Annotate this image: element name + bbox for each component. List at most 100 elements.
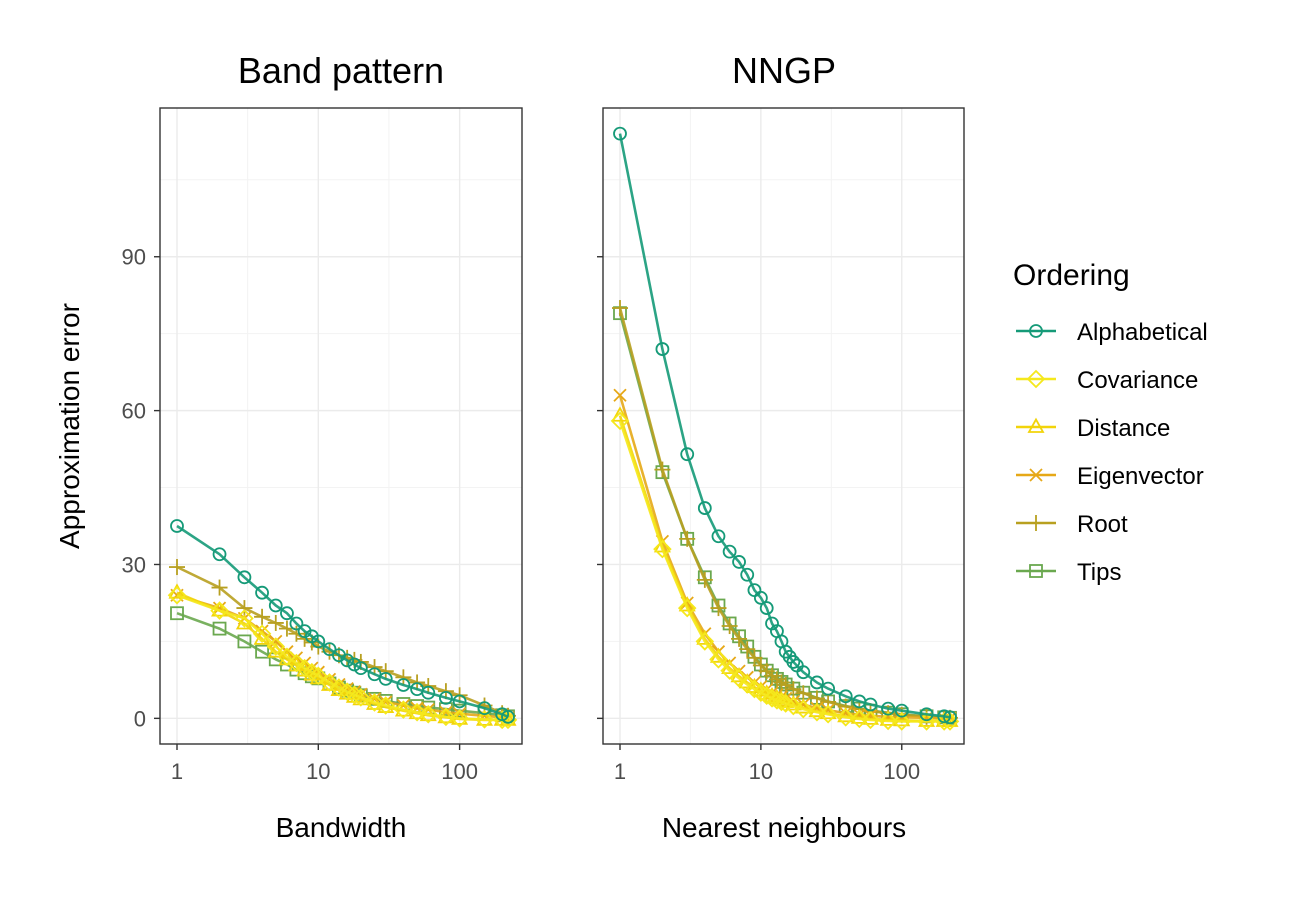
data-point-alphabetical — [280, 606, 294, 621]
data-point-covariance — [320, 673, 339, 692]
data-point-alphabetical — [452, 694, 467, 709]
panel-title-nngp: NNGP — [732, 50, 836, 91]
data-point-root — [777, 677, 794, 694]
data-point-root — [288, 625, 305, 642]
data-point-root — [366, 659, 383, 676]
series-covariance — [167, 585, 518, 730]
data-point-alphabetical — [322, 642, 337, 657]
data-point-alphabetical — [367, 667, 382, 682]
data-point-root — [654, 461, 671, 478]
data-point-alphabetical — [711, 529, 726, 544]
y-axis-title: Approximation error — [54, 303, 85, 549]
data-point-alphabetical — [311, 634, 326, 649]
data-point-tips — [237, 634, 252, 649]
y-tick-label: 60 — [122, 399, 146, 424]
data-point-distance — [837, 706, 855, 723]
data-point-alphabetical — [753, 590, 768, 605]
data-point-covariance — [235, 609, 254, 628]
data-point-covariance — [376, 696, 395, 715]
data-point-alphabetical — [237, 570, 252, 585]
data-point-root — [731, 630, 748, 647]
legend-item-covariance: Covariance — [1016, 367, 1198, 394]
legend-key-circle-icon — [1029, 324, 1043, 338]
data-point-covariance — [277, 647, 297, 667]
data-point-covariance — [917, 712, 936, 731]
data-point-eigenvector — [613, 388, 627, 402]
legend-label: Distance — [1077, 415, 1170, 442]
legend-label: Eigenvector — [1077, 463, 1204, 490]
data-point-alphabetical — [347, 657, 362, 672]
data-point-alphabetical — [439, 690, 453, 705]
data-point-alphabetical — [378, 671, 393, 686]
data-point-covariance — [475, 710, 494, 729]
legend-key-diamond-icon — [1026, 369, 1046, 389]
data-point-alphabetical — [613, 126, 627, 141]
data-point-distance — [784, 695, 802, 711]
data-point-alphabetical — [863, 697, 878, 712]
plot-background — [603, 108, 964, 744]
x-tick-label: 100 — [883, 759, 920, 784]
data-point-distance — [893, 711, 911, 727]
data-point-root — [296, 630, 313, 647]
data-point-covariance — [266, 637, 286, 656]
data-point-root — [679, 530, 696, 547]
data-point-distance — [808, 701, 826, 718]
plot-panel-band-pattern: 1 10 100 0 30 60 90 — [122, 107, 523, 784]
data-point-covariance — [610, 411, 630, 431]
data-point-covariance — [861, 710, 880, 730]
data-point-root — [746, 649, 763, 666]
data-point-distance — [850, 708, 868, 724]
data-point-tips — [170, 606, 184, 621]
data-point-alphabetical — [821, 681, 835, 696]
data-point-root — [254, 608, 271, 625]
data-point-alphabetical — [810, 675, 824, 690]
data-point-alphabetical — [421, 685, 436, 700]
plot-background — [160, 108, 522, 744]
data-point-alphabetical — [697, 501, 712, 515]
legend-key-triangle-icon — [1027, 417, 1045, 433]
data-point-alphabetical — [759, 601, 774, 615]
data-point-alphabetical — [796, 665, 811, 680]
data-point-covariance — [418, 704, 438, 724]
legend-item-tips: Tips — [1016, 559, 1121, 586]
data-point-alphabetical — [501, 709, 515, 724]
data-point-alphabetical — [937, 709, 952, 724]
data-point-covariance — [695, 632, 715, 651]
data-point-alphabetical — [268, 598, 283, 613]
legend-label: Covariance — [1077, 367, 1198, 394]
legend-item-eigenvector: Eigenvector — [1016, 463, 1204, 490]
panel-border — [159, 107, 523, 745]
data-point-covariance — [351, 688, 371, 707]
data-point-root — [169, 559, 185, 576]
data-point-covariance — [807, 702, 827, 722]
data-point-covariance — [878, 711, 898, 731]
data-point-covariance — [394, 700, 413, 719]
data-point-covariance — [329, 678, 349, 697]
data-point-covariance — [818, 704, 838, 724]
data-point-tips — [255, 644, 269, 659]
data-point-alphabetical — [722, 544, 737, 559]
series-line-covariance — [176, 594, 508, 722]
data-point-covariance — [709, 650, 728, 669]
data-point-covariance — [450, 709, 469, 728]
data-point-covariance — [677, 598, 697, 618]
data-point-distance — [941, 711, 959, 727]
data-point-alphabetical — [881, 701, 896, 716]
data-point-covariance — [365, 693, 384, 712]
data-point-covariance — [345, 685, 364, 705]
data-point-root — [612, 300, 628, 317]
data-point-root — [773, 674, 790, 691]
data-point-covariance — [850, 709, 869, 729]
data-point-alphabetical — [353, 661, 368, 675]
data-point-covariance — [653, 539, 672, 559]
data-point-alphabetical — [919, 707, 934, 722]
legend-key-x-icon — [1029, 468, 1043, 482]
data-point-alphabetical — [170, 519, 184, 533]
legend-item-alphabetical: Alphabetical — [1016, 319, 1208, 346]
data-point-alphabetical — [740, 567, 755, 582]
data-point-covariance — [287, 653, 306, 673]
legend-label: Tips — [1077, 559, 1121, 586]
series-alphabetical — [170, 519, 515, 724]
data-point-root — [721, 618, 738, 635]
